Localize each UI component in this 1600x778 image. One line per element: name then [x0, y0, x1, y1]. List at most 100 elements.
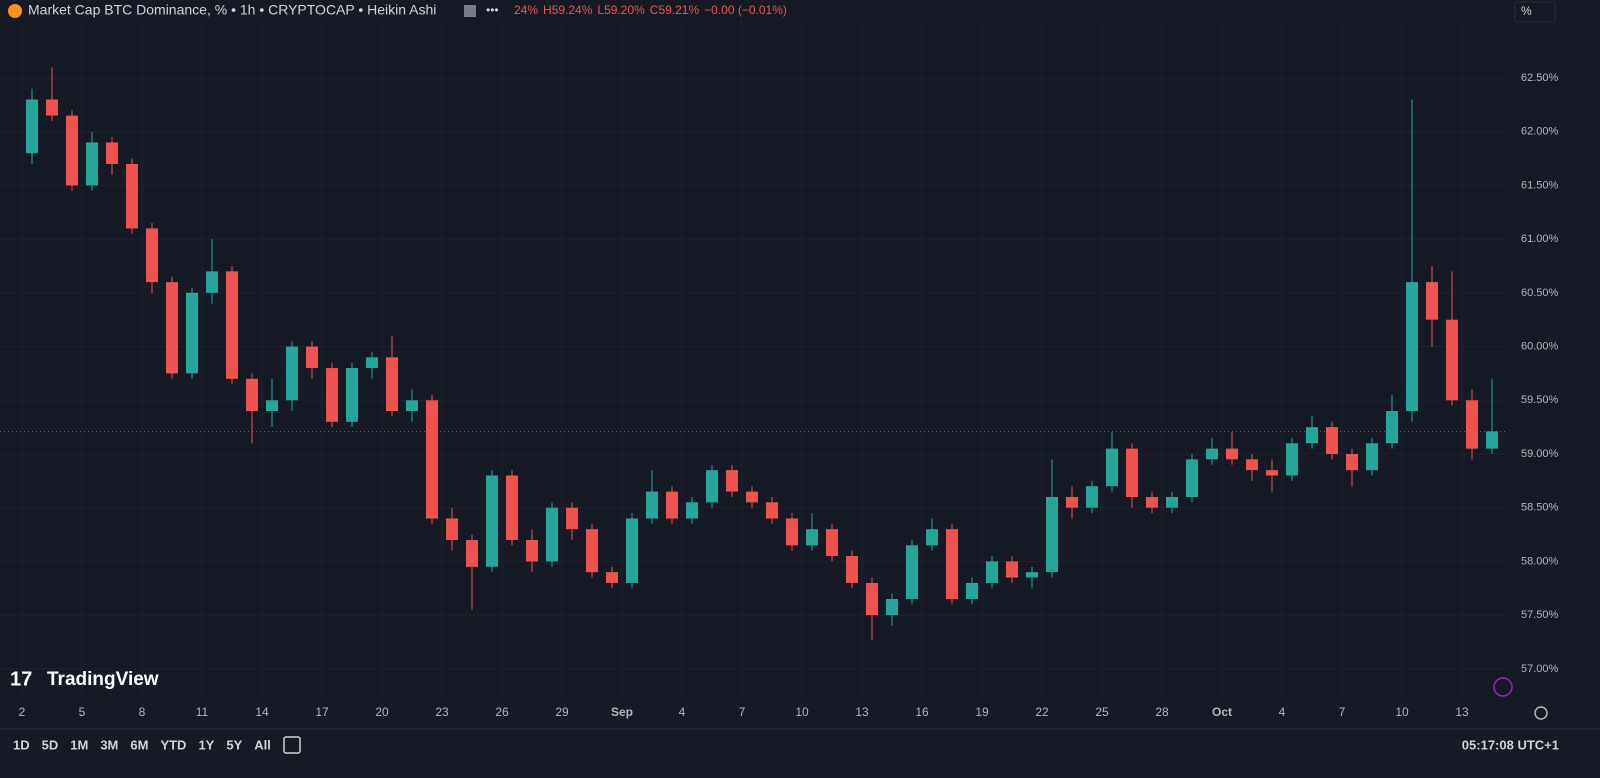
- more-icon[interactable]: •••: [486, 3, 499, 17]
- alert-icon[interactable]: [1493, 677, 1513, 697]
- range-button[interactable]: 6M: [130, 737, 148, 752]
- candle-body: [966, 582, 978, 600]
- x-tick-label: 13: [855, 705, 869, 719]
- y-tick-label: 62.50%: [1521, 72, 1559, 84]
- candle-body: [886, 599, 898, 616]
- candle-body: [766, 502, 778, 519]
- candle-body: [386, 357, 398, 412]
- y-tick-label: 58.50%: [1521, 502, 1559, 514]
- candle-body: [1086, 486, 1098, 508]
- x-tick-label: 25: [1095, 705, 1109, 719]
- candle-body: [1366, 443, 1378, 471]
- x-tick-label: 14: [255, 705, 269, 719]
- candle-body: [1186, 459, 1198, 497]
- scale-button[interactable]: [1514, 1, 1556, 23]
- candle-body: [526, 539, 538, 562]
- candle-body: [46, 99, 58, 116]
- x-tick-label: 4: [1279, 705, 1286, 719]
- date-range-icon[interactable]: [283, 736, 301, 754]
- candle-body: [1246, 459, 1258, 471]
- candle-body: [826, 529, 838, 557]
- range-button[interactable]: YTD: [160, 737, 186, 752]
- candle-body: [666, 491, 678, 519]
- candle-body: [26, 99, 38, 154]
- x-tick-label: 7: [1339, 705, 1346, 719]
- candle-body: [446, 518, 458, 540]
- candle-body: [1326, 427, 1338, 454]
- candle-body: [1226, 448, 1238, 460]
- ohlc-value: −0.00 (−0.01%): [704, 3, 787, 17]
- candle-body: [1106, 448, 1118, 487]
- candle-body: [546, 507, 558, 562]
- candles: [0, 67, 1505, 640]
- candle-body: [1486, 431, 1498, 449]
- candle-body: [866, 582, 878, 616]
- candle-body: [1346, 453, 1358, 471]
- candle-body: [106, 142, 118, 164]
- candle-body: [1446, 319, 1458, 401]
- x-tick-label: 29: [555, 705, 569, 719]
- candle-body: [1146, 496, 1158, 508]
- ohlc-value: H59.24%: [543, 3, 593, 17]
- candle-body: [646, 491, 658, 519]
- settings-icon[interactable]: [1534, 706, 1548, 720]
- btc-icon: [8, 4, 22, 18]
- range-button[interactable]: 5Y: [226, 737, 242, 752]
- toolbar: 1D 5D 1M 3M 6M YTD 1Y 5Y All: [13, 737, 271, 752]
- range-button[interactable]: 3M: [100, 737, 118, 752]
- range-button[interactable]: 5D: [42, 737, 59, 752]
- x-tick-label: Oct: [1212, 705, 1232, 719]
- candle-body: [286, 346, 298, 401]
- x-tick-label: 23: [435, 705, 449, 719]
- candle-body: [986, 561, 998, 583]
- candle-body: [746, 491, 758, 503]
- y-tick-label: 60.00%: [1521, 340, 1559, 352]
- x-tick-label: 5: [79, 705, 86, 719]
- header-title: Market Cap BTC Dominance, % • 1h • CRYPT…: [28, 2, 436, 18]
- range-button[interactable]: 1D: [13, 737, 30, 752]
- candle-body: [346, 368, 358, 422]
- range-button[interactable]: 1M: [70, 737, 88, 752]
- logo-mark: 17: [10, 668, 32, 690]
- range-button[interactable]: 1Y: [198, 737, 214, 752]
- candle-body: [426, 400, 438, 519]
- x-tick-label: 22: [1035, 705, 1049, 719]
- candle-body: [166, 282, 178, 374]
- candle-body: [246, 378, 258, 412]
- candle-body: [1266, 470, 1278, 476]
- candle-body: [66, 115, 78, 186]
- range-button[interactable]: All: [254, 737, 271, 752]
- flag-icon[interactable]: [464, 5, 476, 17]
- candle-body: [486, 475, 498, 567]
- candle-body: [326, 368, 338, 422]
- candle-body: [1166, 496, 1178, 508]
- ohlc: 24% H59.24% L59.20% C59.21% −0.00 (−0.01%): [514, 3, 787, 17]
- candle-body: [1426, 282, 1438, 320]
- candle-body: [1126, 448, 1138, 497]
- candle-body: [1306, 427, 1318, 444]
- candle-body: [306, 346, 318, 369]
- x-tick-label: 16: [915, 705, 929, 719]
- candle-body: [806, 529, 818, 546]
- candle-body: [686, 502, 698, 519]
- y-tick-label: 61.00%: [1521, 233, 1559, 245]
- candle-body: [1386, 411, 1398, 444]
- x-tick-label: 2: [19, 705, 26, 719]
- scale-button-label[interactable]: %: [1521, 4, 1532, 18]
- ohlc-value: C59.21%: [650, 3, 700, 17]
- x-tick-label: 26: [495, 705, 509, 719]
- candle-body: [506, 475, 518, 540]
- y-tick-label: 59.00%: [1521, 448, 1559, 460]
- x-tick-label: 17: [315, 705, 329, 719]
- candle-body: [226, 271, 238, 379]
- candle-body: [906, 545, 918, 600]
- candle-body: [146, 228, 158, 283]
- candle-body: [786, 518, 798, 546]
- x-tick-label: 7: [739, 705, 746, 719]
- x-tick-label: Sep: [611, 705, 633, 719]
- x-tick-label: 10: [1395, 705, 1409, 719]
- x-tick-label: 28: [1155, 705, 1169, 719]
- header-bg: [0, 0, 512, 22]
- candle-body: [706, 470, 718, 503]
